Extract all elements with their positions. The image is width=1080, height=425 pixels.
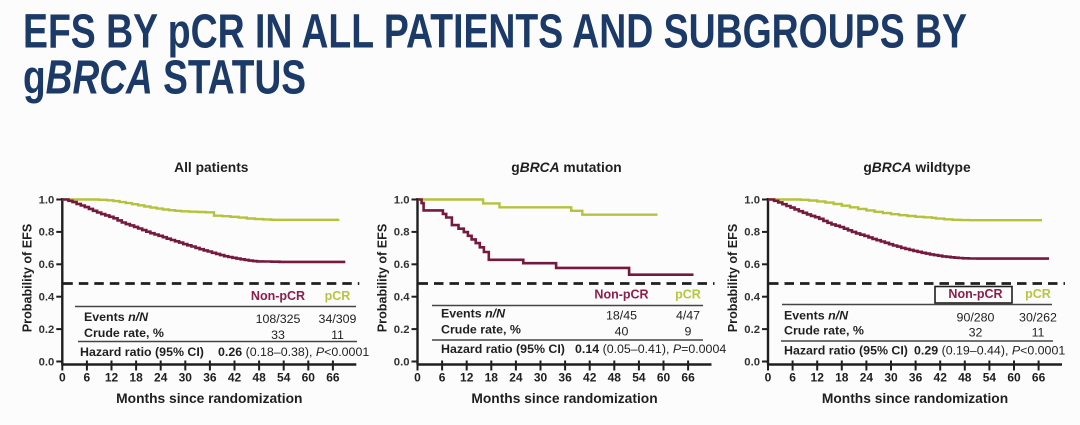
svg-text:pCR: pCR [1025, 287, 1051, 301]
svg-text:90/280: 90/280 [957, 311, 995, 325]
svg-text:1.0: 1.0 [744, 194, 760, 206]
svg-text:0: 0 [414, 371, 421, 385]
svg-text:pCR: pCR [675, 288, 701, 302]
svg-text:12: 12 [460, 371, 474, 385]
svg-text:0.4: 0.4 [744, 292, 760, 304]
svg-text:0.29 (0.19–0.44), P<0.0001: 0.29 (0.19–0.44), P<0.0001 [914, 344, 1065, 358]
svg-text:60: 60 [1007, 371, 1021, 385]
svg-text:pCR: pCR [325, 289, 351, 303]
svg-text:108/325: 108/325 [256, 312, 301, 326]
svg-text:0: 0 [765, 371, 772, 385]
svg-text:48: 48 [252, 371, 266, 385]
svg-text:0.0: 0.0 [394, 356, 410, 368]
svg-text:12: 12 [105, 371, 119, 385]
svg-text:Non-pCR: Non-pCR [594, 288, 648, 302]
svg-text:18: 18 [485, 371, 499, 385]
svg-text:42: 42 [934, 371, 948, 385]
svg-text:gBRCA wildtype: gBRCA wildtype [863, 160, 971, 175]
svg-text:48: 48 [608, 371, 622, 385]
svg-text:Non-pCR: Non-pCR [251, 289, 305, 303]
svg-text:9: 9 [685, 325, 692, 339]
svg-text:0.2: 0.2 [744, 324, 760, 336]
svg-text:gBRCA mutation: gBRCA mutation [511, 160, 621, 175]
svg-text:Probability of EFS: Probability of EFS [376, 224, 390, 332]
svg-text:0.0: 0.0 [39, 356, 55, 368]
svg-text:11: 11 [1032, 326, 1045, 340]
svg-text:gBRCA STATUS: gBRCA STATUS [23, 52, 306, 105]
svg-text:34/309: 34/309 [319, 312, 357, 326]
svg-text:40: 40 [615, 325, 629, 339]
svg-text:0.26 (0.18–0.38), P<0.0001: 0.26 (0.18–0.38), P<0.0001 [218, 345, 369, 359]
svg-text:Events n/N: Events n/N [441, 307, 506, 321]
svg-text:Months since randomization: Months since randomization [116, 391, 302, 406]
svg-text:30: 30 [534, 371, 548, 385]
svg-text:All patients: All patients [174, 160, 249, 175]
svg-text:54: 54 [277, 371, 291, 385]
svg-text:6: 6 [439, 371, 446, 385]
svg-text:Hazard ratio (95% CI): Hazard ratio (95% CI) [80, 345, 204, 359]
svg-text:48: 48 [958, 371, 972, 385]
svg-text:66: 66 [1032, 371, 1046, 385]
svg-text:Events n/N: Events n/N [784, 309, 849, 323]
svg-text:60: 60 [302, 371, 316, 385]
svg-text:Crude rate, %: Crude rate, % [784, 324, 864, 338]
svg-text:EFS BY pCR IN ALL PATIENTS AND: EFS BY pCR IN ALL PATIENTS AND SUBGROUPS… [23, 6, 967, 59]
svg-text:Crude rate, %: Crude rate, % [441, 323, 521, 337]
svg-text:54: 54 [983, 371, 997, 385]
svg-text:0: 0 [59, 371, 66, 385]
svg-text:Months since randomization: Months since randomization [471, 391, 657, 406]
svg-text:0.8: 0.8 [744, 227, 760, 239]
svg-text:30: 30 [179, 371, 193, 385]
svg-text:Crude rate, %: Crude rate, % [84, 326, 164, 340]
svg-text:36: 36 [909, 371, 923, 385]
svg-text:0.8: 0.8 [39, 227, 55, 239]
svg-text:36: 36 [203, 371, 217, 385]
svg-text:4/47: 4/47 [676, 309, 700, 323]
svg-text:6: 6 [789, 371, 796, 385]
svg-text:33: 33 [271, 328, 285, 342]
svg-text:0.6: 0.6 [39, 259, 55, 271]
svg-text:18: 18 [129, 371, 143, 385]
svg-text:11: 11 [331, 328, 344, 342]
svg-text:30: 30 [884, 371, 898, 385]
svg-text:Months since randomization: Months since randomization [822, 391, 1008, 406]
svg-text:Hazard ratio (95% CI): Hazard ratio (95% CI) [441, 342, 565, 356]
svg-text:Non-pCR: Non-pCR [948, 287, 1002, 301]
svg-text:54: 54 [632, 371, 646, 385]
svg-text:6: 6 [84, 371, 91, 385]
svg-text:Probability of EFS: Probability of EFS [20, 224, 34, 332]
svg-text:0.6: 0.6 [744, 259, 760, 271]
svg-text:60: 60 [657, 371, 671, 385]
svg-text:66: 66 [326, 371, 340, 385]
svg-text:0.0: 0.0 [744, 356, 760, 368]
svg-text:18/45: 18/45 [606, 309, 637, 323]
svg-text:0.2: 0.2 [39, 324, 55, 336]
svg-text:1.0: 1.0 [394, 194, 410, 206]
svg-text:0.8: 0.8 [394, 227, 410, 239]
svg-text:32: 32 [969, 326, 983, 340]
svg-text:24: 24 [509, 371, 523, 385]
svg-text:1.0: 1.0 [39, 194, 55, 206]
svg-text:30/262: 30/262 [1019, 311, 1057, 325]
svg-text:0.4: 0.4 [39, 292, 55, 304]
svg-text:36: 36 [558, 371, 572, 385]
svg-text:42: 42 [228, 371, 242, 385]
svg-text:0.14 (0.05–0.41), P=0.0004: 0.14 (0.05–0.41), P=0.0004 [575, 342, 726, 356]
svg-text:18: 18 [835, 371, 849, 385]
svg-text:0.4: 0.4 [394, 292, 410, 304]
svg-text:24: 24 [154, 371, 168, 385]
svg-text:Events n/N: Events n/N [84, 310, 149, 324]
svg-text:0.6: 0.6 [394, 259, 410, 271]
svg-text:0.2: 0.2 [394, 324, 410, 336]
svg-text:12: 12 [811, 371, 825, 385]
svg-text:66: 66 [681, 371, 695, 385]
svg-text:24: 24 [860, 371, 874, 385]
svg-text:Hazard ratio (95% CI): Hazard ratio (95% CI) [784, 344, 908, 358]
svg-text:Probability of EFS: Probability of EFS [726, 224, 740, 332]
svg-text:42: 42 [583, 371, 597, 385]
